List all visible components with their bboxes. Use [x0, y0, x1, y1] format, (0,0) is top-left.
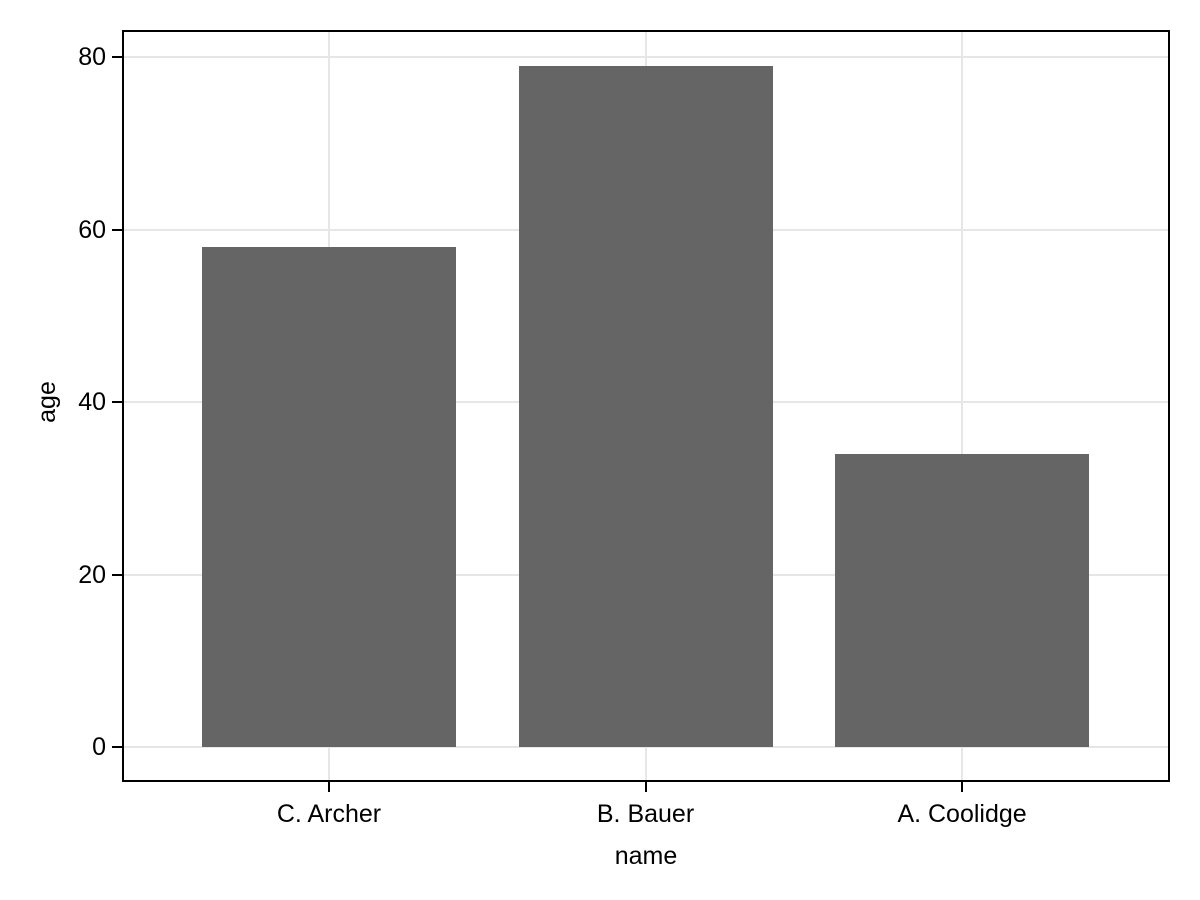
x-axis-title: name: [614, 842, 678, 870]
y-tick-label: 60: [78, 215, 106, 244]
x-axis-tick: [644, 782, 647, 792]
x-tick-label: C. Archer: [276, 800, 382, 828]
gridline-vertical: [961, 32, 964, 780]
y-tick-label: 0: [92, 733, 106, 762]
x-axis-tick: [961, 782, 964, 792]
x-tick-label: A. Coolidge: [897, 800, 1027, 828]
y-axis-tick: [112, 228, 123, 231]
bar-b-bauer: [518, 65, 773, 748]
x-axis-tick: [327, 782, 330, 792]
y-axis-tick: [112, 573, 123, 576]
y-tick-label: 80: [78, 43, 106, 72]
bar-a-coolidge: [835, 453, 1090, 748]
bar-c-archer: [201, 246, 456, 748]
y-axis-tick: [112, 746, 123, 749]
y-axis-title: age: [33, 381, 61, 423]
y-axis-tick: [112, 56, 123, 59]
y-axis-tick: [112, 401, 123, 404]
x-tick-label: B. Bauer: [596, 800, 695, 828]
y-tick-label: 20: [78, 560, 106, 589]
y-tick-label: 40: [78, 388, 106, 417]
